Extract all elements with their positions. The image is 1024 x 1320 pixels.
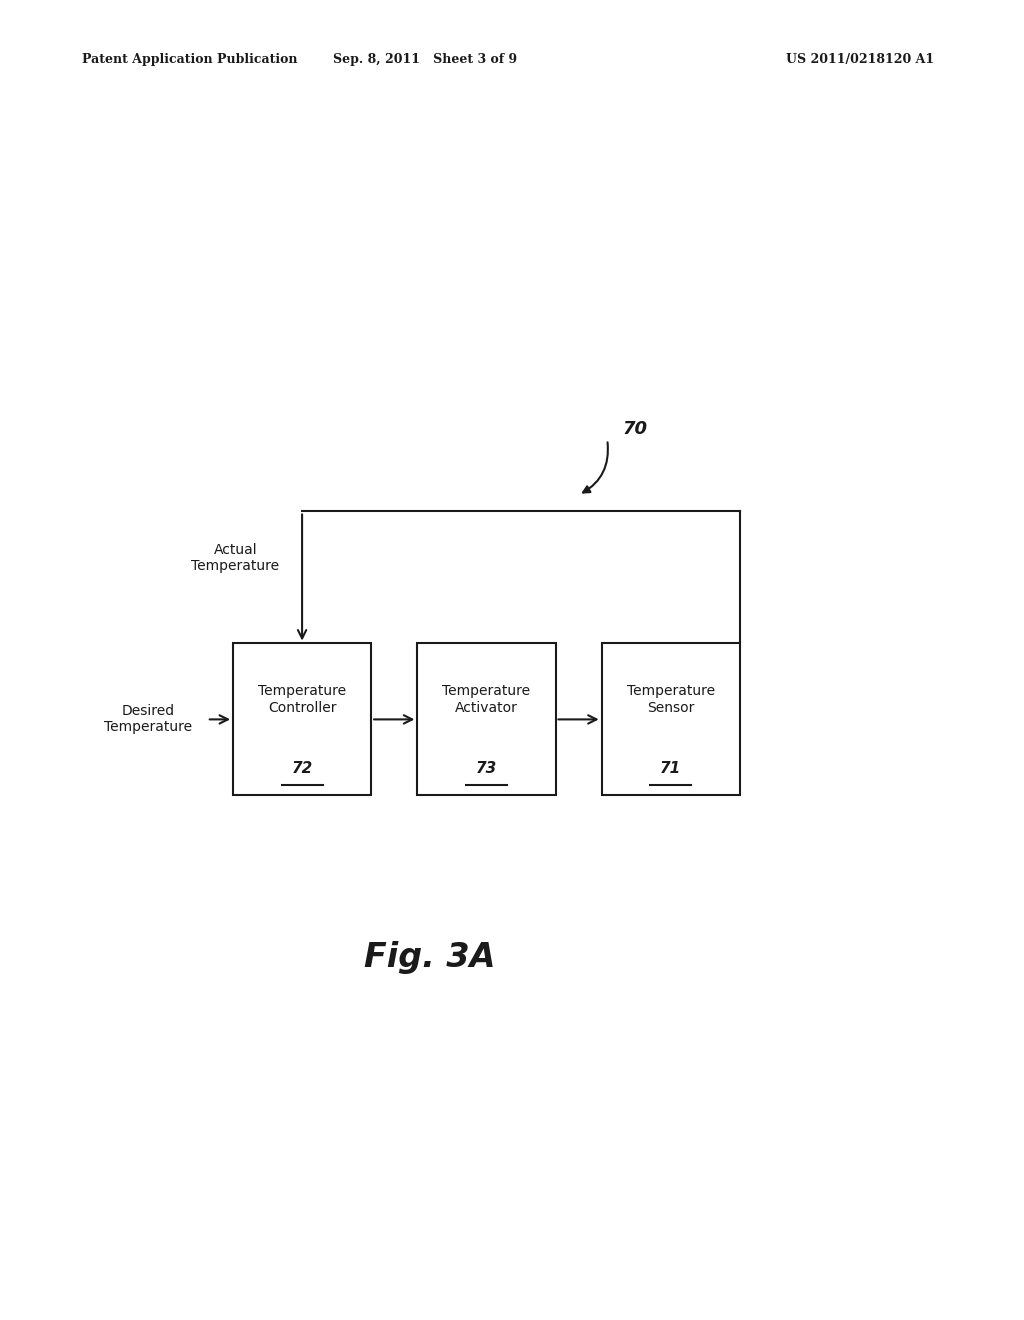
Text: Sep. 8, 2011   Sheet 3 of 9: Sep. 8, 2011 Sheet 3 of 9 bbox=[333, 53, 517, 66]
Text: 73: 73 bbox=[476, 760, 497, 776]
Text: Temperature
Sensor: Temperature Sensor bbox=[627, 685, 715, 714]
Text: Fig. 3A: Fig. 3A bbox=[365, 940, 496, 973]
Text: 71: 71 bbox=[660, 760, 681, 776]
Text: US 2011/0218120 A1: US 2011/0218120 A1 bbox=[786, 53, 934, 66]
FancyBboxPatch shape bbox=[602, 643, 739, 795]
Text: Actual
Temperature: Actual Temperature bbox=[191, 543, 280, 573]
Text: Temperature
Activator: Temperature Activator bbox=[442, 685, 530, 714]
Text: 70: 70 bbox=[623, 420, 647, 438]
FancyBboxPatch shape bbox=[232, 643, 371, 795]
Text: Desired
Temperature: Desired Temperature bbox=[104, 705, 193, 734]
Text: Temperature
Controller: Temperature Controller bbox=[258, 685, 346, 714]
FancyBboxPatch shape bbox=[418, 643, 555, 795]
Text: Patent Application Publication: Patent Application Publication bbox=[82, 53, 297, 66]
Text: 72: 72 bbox=[292, 760, 312, 776]
